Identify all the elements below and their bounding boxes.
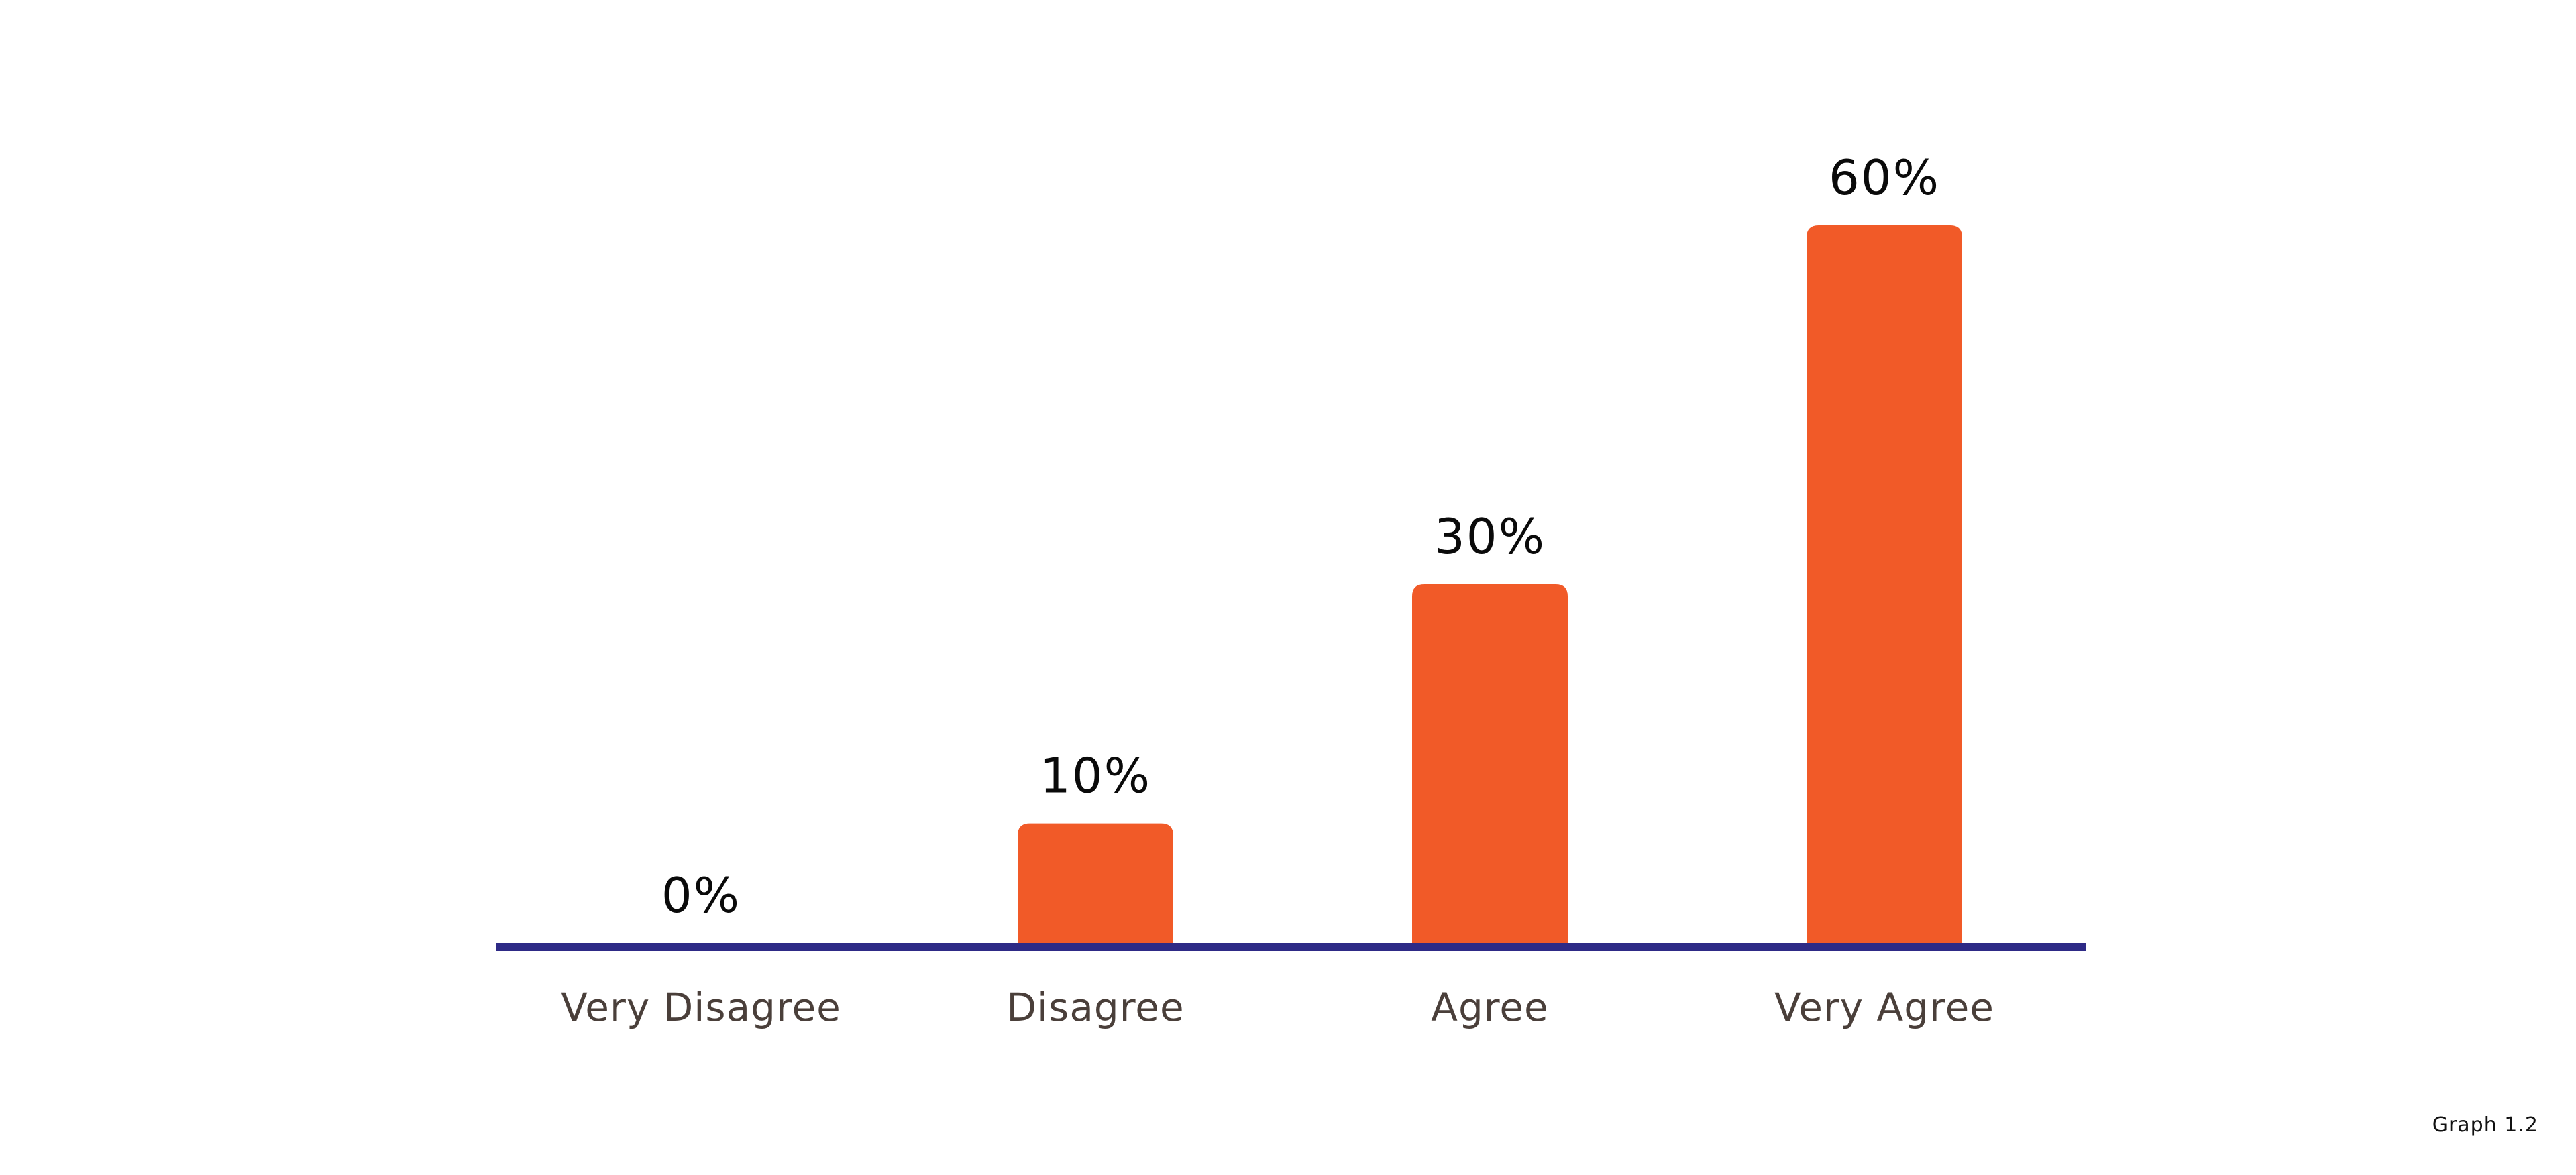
category-label-agree: Agree [1431,985,1548,1030]
labels-layer: 0% Very Disagree 10% Disagree 30% Agree 60% Ver… [561,150,1994,1030]
bars-layer [1018,225,1962,943]
bar-very-agree [1807,225,1962,943]
value-label-disagree: 10% [1040,748,1151,804]
value-label-very-agree: 60% [1829,150,1940,206]
value-label-agree: 30% [1434,508,1546,565]
graph-footnote: Graph 1.2 [2432,1113,2538,1137]
bar-agree [1412,584,1568,943]
category-label-very-disagree: Very Disagree [561,985,841,1030]
category-label-very-agree: Very Agree [1774,985,1994,1030]
bar-disagree [1018,824,1173,943]
value-label-very-disagree: 0% [661,867,741,924]
category-label-disagree: Disagree [1006,985,1184,1030]
